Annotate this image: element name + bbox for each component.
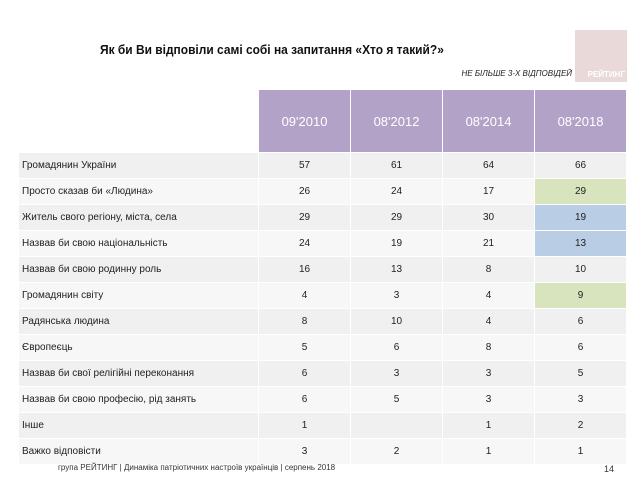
- table-row: Назвав би свої релігійні переконання 6 3 3 5: [18, 360, 626, 387]
- slide-title: Як би Ви відповіли самі собі на запитанн…: [100, 42, 444, 57]
- table-row: Інше 1 1 2: [18, 412, 626, 439]
- row-label: Громадянин світу: [18, 282, 259, 309]
- empty-header: [18, 90, 259, 153]
- page-number: 14: [604, 464, 615, 474]
- value-cell: 19: [350, 230, 443, 257]
- row-label: Інше: [18, 412, 259, 439]
- value-cell: 1: [442, 412, 535, 439]
- row-label: Громадянин України: [18, 152, 259, 179]
- rating-logo: РЕЙТИНГ: [575, 30, 627, 82]
- value-cell: 1: [442, 438, 535, 464]
- row-label: Радянська людина: [18, 308, 259, 335]
- value-cell: 16: [258, 256, 351, 283]
- column-header: 08'2012: [350, 90, 443, 153]
- value-cell: 4: [442, 282, 535, 309]
- value-cell: 4: [258, 282, 351, 309]
- header-row: 09'2010 08'2012 08'2014 08'2018: [18, 90, 626, 153]
- value-cell: 29: [350, 204, 443, 231]
- table-row: Назвав би свою національність 24 19 21 13: [18, 230, 626, 257]
- value-cell: 6: [258, 386, 351, 413]
- value-cell: 26: [258, 178, 351, 205]
- table-row: Просто сказав би «Людина» 26 24 17 29: [18, 178, 626, 205]
- footer: група РЕЙТИНГ | Динаміка патріотичних на…: [58, 463, 336, 472]
- table-row: Назвав би свою родинну роль 16 13 8 10: [18, 256, 626, 283]
- value-cell: 2: [350, 438, 443, 464]
- table-row: Громадянин України 57 61 64 66: [18, 152, 626, 179]
- value-cell: 5: [350, 386, 443, 413]
- row-label: Назвав би свої релігійні переконання: [18, 360, 259, 387]
- value-cell: 5: [534, 360, 626, 387]
- value-cell: 3: [350, 282, 443, 309]
- column-header: 08'2014: [442, 90, 535, 153]
- row-label: Назвав би свою родинну роль: [18, 256, 259, 283]
- value-cell: 8: [442, 256, 535, 283]
- row-label: Назвав би свою національність: [18, 230, 259, 257]
- value-cell: 24: [258, 230, 351, 257]
- table-row: Громадянин світу 4 3 4 9: [18, 282, 626, 309]
- value-cell: 8: [258, 308, 351, 335]
- value-cell: 19: [534, 204, 626, 231]
- value-cell: 4: [442, 308, 535, 335]
- table-row: Радянська людина 8 10 4 6: [18, 308, 626, 335]
- value-cell: 61: [350, 152, 443, 179]
- value-cell: 3: [442, 386, 535, 413]
- value-cell: 6: [534, 308, 626, 335]
- row-label: Важко відповісти: [18, 438, 259, 464]
- value-cell: 9: [534, 282, 626, 309]
- value-cell: 5: [258, 334, 351, 361]
- value-cell: 3: [442, 360, 535, 387]
- logo-text: РЕЙТИНГ: [587, 70, 625, 79]
- value-cell: 1: [534, 438, 626, 464]
- value-cell: 3: [258, 438, 351, 464]
- value-cell: 3: [534, 386, 626, 413]
- value-cell: 21: [442, 230, 535, 257]
- value-cell: 3: [350, 360, 443, 387]
- value-cell: 29: [534, 178, 626, 205]
- row-label: Просто сказав би «Людина»: [18, 178, 259, 205]
- value-cell: 1: [258, 412, 351, 439]
- value-cell: 64: [442, 152, 535, 179]
- row-label: Житель свого регіону, міста, села: [18, 204, 259, 231]
- value-cell: 6: [258, 360, 351, 387]
- subtitle: НЕ БІЛЬШЕ 3-Х ВІДПОВІДЕЙ: [461, 69, 572, 78]
- value-cell: 2: [534, 412, 626, 439]
- row-label: Назвав би свою професію, рід занять: [18, 386, 259, 413]
- value-cell: [350, 412, 443, 439]
- table-row: Назвав би свою професію, рід занять 6 5 3 3: [18, 386, 626, 413]
- value-cell: 66: [534, 152, 626, 179]
- column-header: 09'2010: [258, 90, 351, 153]
- value-cell: 10: [350, 308, 443, 335]
- value-cell: 57: [258, 152, 351, 179]
- row-label: Європеєць: [18, 334, 259, 361]
- results-table: 09'2010 08'2012 08'2014 08'2018 Громадянин …: [18, 90, 626, 464]
- value-cell: 30: [442, 204, 535, 231]
- value-cell: 10: [534, 256, 626, 283]
- value-cell: 24: [350, 178, 443, 205]
- column-header: 08'2018: [534, 90, 626, 153]
- table-row: Житель свого регіону, міста, села 29 29 30 1…: [18, 204, 626, 231]
- value-cell: 6: [350, 334, 443, 361]
- value-cell: 29: [258, 204, 351, 231]
- value-cell: 17: [442, 178, 535, 205]
- table-row: Європеєць 5 6 8 6: [18, 334, 626, 361]
- value-cell: 13: [350, 256, 443, 283]
- value-cell: 6: [534, 334, 626, 361]
- table-row: Важко відповісти 3 2 1 1: [18, 438, 626, 464]
- value-cell: 8: [442, 334, 535, 361]
- value-cell: 13: [534, 230, 626, 257]
